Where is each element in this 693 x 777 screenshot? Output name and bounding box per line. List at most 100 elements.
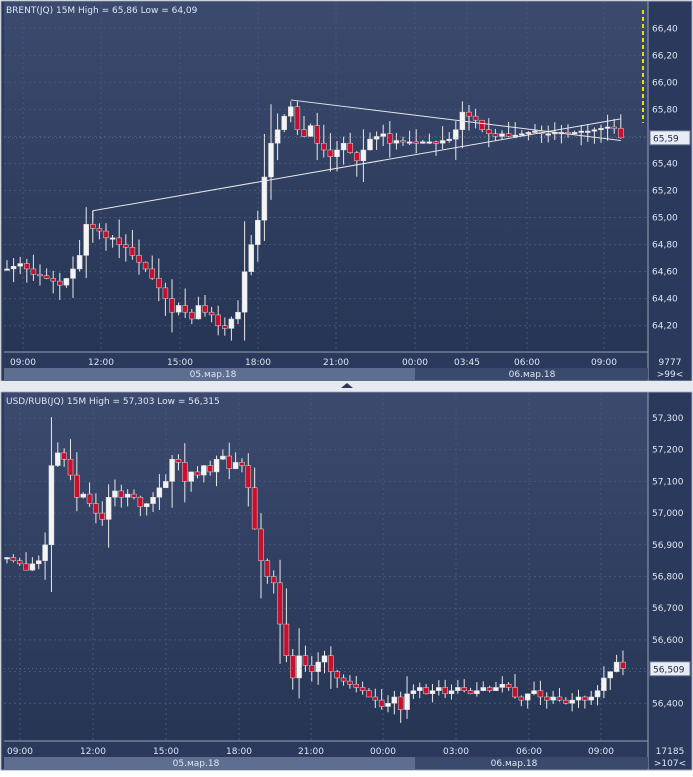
candle-body bbox=[80, 493, 86, 498]
last-price-label: 56,509 bbox=[653, 665, 685, 675]
candle-body bbox=[251, 487, 258, 530]
x-tick-label: 18:00 bbox=[245, 358, 271, 368]
last-price-badge bbox=[649, 130, 691, 146]
candle-body bbox=[354, 152, 360, 162]
candle-body bbox=[123, 244, 129, 248]
candle-body bbox=[226, 455, 232, 469]
candle-body bbox=[189, 311, 195, 320]
candle-body bbox=[124, 493, 131, 498]
candle-body bbox=[426, 141, 433, 144]
x-tick-label: 12:00 bbox=[80, 747, 106, 757]
candle-body bbox=[532, 130, 538, 133]
candle-body bbox=[67, 458, 74, 476]
date-label: 05.мар.18 bbox=[173, 759, 220, 769]
candle-body bbox=[50, 278, 56, 282]
plot-area[interactable] bbox=[4, 393, 648, 741]
candle-body bbox=[410, 690, 417, 695]
candle-body bbox=[321, 655, 328, 663]
candle-body bbox=[207, 465, 213, 473]
candle-body bbox=[391, 696, 398, 704]
date-scroll-segment[interactable] bbox=[4, 757, 415, 769]
candle-body bbox=[30, 268, 37, 275]
x-tick-label: 18:00 bbox=[226, 747, 252, 757]
candle-body bbox=[353, 684, 359, 688]
candle-body bbox=[315, 661, 321, 672]
candle-body bbox=[327, 149, 334, 157]
candle-body bbox=[524, 693, 531, 701]
candle-body bbox=[472, 115, 479, 121]
candle-body bbox=[37, 274, 43, 277]
candle-body bbox=[569, 699, 575, 704]
candle-body bbox=[413, 141, 419, 144]
candle-body bbox=[57, 280, 63, 286]
candle-body bbox=[277, 582, 283, 625]
candle-body bbox=[270, 576, 277, 584]
candle-body bbox=[76, 255, 83, 270]
y-tick-label: 57,200 bbox=[652, 446, 684, 456]
candle-body bbox=[385, 703, 391, 707]
candle-body bbox=[213, 458, 220, 473]
candle-body bbox=[347, 680, 353, 685]
y-tick-label: 56,700 bbox=[652, 604, 684, 614]
x-tick-label: 00:00 bbox=[370, 747, 396, 757]
candle-body bbox=[455, 687, 461, 691]
candle-body bbox=[288, 106, 294, 117]
candle-body bbox=[156, 278, 162, 289]
y-tick-label: 57,300 bbox=[652, 414, 684, 424]
candle-body bbox=[545, 133, 551, 136]
y-tick-label: 64,20 bbox=[652, 322, 678, 332]
chart-header: BRENT(JQ) 15M High = 65,86 Low = 64,09 bbox=[6, 6, 198, 16]
candle-body bbox=[563, 699, 569, 704]
date-scroll-segment[interactable] bbox=[4, 368, 415, 380]
x-tick-label: 03:00 bbox=[443, 747, 469, 757]
trend-line[interactable] bbox=[290, 99, 621, 141]
candle-body bbox=[423, 687, 429, 695]
y-tick-label: 64,40 bbox=[652, 295, 678, 305]
candle-body bbox=[518, 696, 525, 701]
date-label: 06.мар.18 bbox=[491, 759, 538, 769]
candle-body bbox=[404, 693, 410, 710]
candle-body bbox=[23, 563, 29, 571]
y-tick-label: 56,800 bbox=[652, 573, 684, 583]
y-tick-label: 57,000 bbox=[652, 509, 684, 519]
y-tick-label: 66,20 bbox=[652, 51, 678, 61]
candle-body bbox=[611, 126, 617, 129]
candle-body bbox=[302, 655, 309, 666]
candle-body bbox=[309, 665, 315, 672]
candle-body bbox=[461, 687, 467, 691]
x-tick-label: 09:00 bbox=[588, 747, 614, 757]
x-tick-label: 12:00 bbox=[88, 358, 114, 368]
candle-body bbox=[17, 263, 23, 267]
candle-body bbox=[556, 696, 563, 701]
candle-body bbox=[131, 493, 137, 498]
candle-body bbox=[143, 503, 150, 508]
candle-body bbox=[24, 263, 30, 270]
candle-body bbox=[105, 497, 112, 520]
candle-body bbox=[248, 244, 254, 272]
trend-line[interactable] bbox=[92, 118, 621, 212]
plot-area[interactable] bbox=[4, 2, 648, 352]
candle-body bbox=[340, 677, 347, 682]
x-tick-label: 15:00 bbox=[153, 747, 179, 757]
candle-body bbox=[93, 503, 99, 514]
candle-body bbox=[433, 141, 439, 144]
candle-body bbox=[334, 671, 340, 679]
candle-body bbox=[505, 133, 512, 137]
candle-body bbox=[393, 140, 400, 144]
candle-body bbox=[446, 138, 452, 141]
splitter-arrow-icon[interactable] bbox=[341, 383, 353, 388]
x-tick-label: 21:00 bbox=[323, 358, 349, 368]
chart-panel-brent[interactable]: 64,2064,4064,6064,8065,0065,2065,4065,60… bbox=[0, 0, 693, 382]
candle-body bbox=[360, 149, 367, 162]
y-tick-label: 66,00 bbox=[652, 78, 678, 88]
candle-body bbox=[103, 230, 109, 239]
y-tick-label: 65,80 bbox=[652, 105, 678, 115]
y-tick-label: 64,80 bbox=[652, 241, 678, 251]
chart-panel-usdrub[interactable]: 56,40056,50056,60056,70056,80056,90057,0… bbox=[0, 391, 693, 771]
candle-body bbox=[618, 128, 624, 139]
candle-body bbox=[261, 176, 268, 221]
candle-body bbox=[4, 557, 10, 560]
candle-body bbox=[479, 119, 485, 130]
date-label: 06.мар.18 bbox=[509, 370, 556, 380]
